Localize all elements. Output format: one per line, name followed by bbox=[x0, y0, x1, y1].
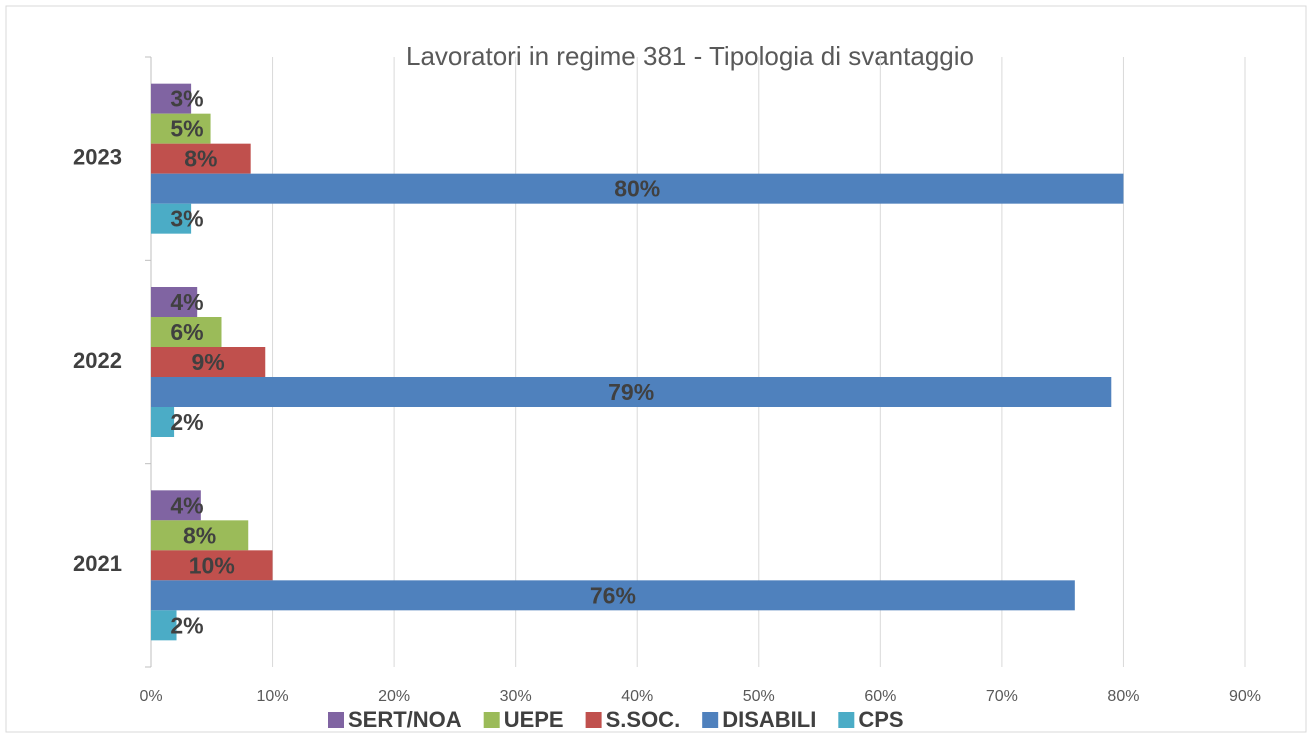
y-tick-label: 2023 bbox=[73, 144, 122, 169]
legend-swatch bbox=[838, 712, 855, 728]
x-tick-label: 30% bbox=[500, 688, 532, 705]
legend-label: DISABILI bbox=[722, 707, 816, 732]
data-label: 2% bbox=[170, 612, 203, 638]
data-label: 8% bbox=[184, 146, 217, 172]
legend-swatch bbox=[483, 712, 500, 728]
x-tick-label: 70% bbox=[986, 688, 1018, 705]
chart-title: Lavoratori in regime 381 - Tipologia di … bbox=[406, 41, 974, 71]
bar bbox=[151, 287, 198, 317]
data-label: 3% bbox=[170, 86, 203, 112]
data-label: 4% bbox=[170, 289, 203, 315]
bar bbox=[151, 83, 192, 114]
x-tick-label: 50% bbox=[743, 688, 775, 705]
y-tick-label: 2021 bbox=[73, 551, 122, 576]
bar bbox=[151, 203, 192, 234]
legend-swatch bbox=[702, 712, 719, 728]
legend-label: UEPE bbox=[504, 707, 564, 732]
x-tick-label: 10% bbox=[257, 688, 289, 705]
legend-swatch bbox=[328, 712, 344, 728]
bar bbox=[151, 377, 1112, 407]
bar bbox=[151, 520, 249, 551]
bar bbox=[151, 407, 175, 437]
bar bbox=[151, 113, 211, 144]
bar bbox=[151, 173, 1124, 204]
data-label: 3% bbox=[170, 206, 203, 232]
x-tick-label: 80% bbox=[1107, 688, 1139, 705]
y-tick-label: 2022 bbox=[73, 348, 122, 373]
data-label: 76% bbox=[590, 582, 636, 608]
data-label: 80% bbox=[614, 176, 660, 202]
legend-label: CPS bbox=[858, 707, 903, 732]
data-label: 8% bbox=[183, 522, 216, 548]
legend-label: S.SOC. bbox=[606, 707, 681, 732]
data-label: 79% bbox=[608, 379, 654, 405]
bar bbox=[151, 317, 222, 347]
data-label: 6% bbox=[170, 319, 203, 345]
x-tick-label: 20% bbox=[378, 688, 410, 705]
legend-label: SERT/NOA bbox=[348, 707, 462, 732]
data-label: 9% bbox=[192, 349, 225, 375]
x-tick-label: 40% bbox=[621, 688, 653, 705]
bar bbox=[151, 610, 177, 641]
bar bbox=[151, 490, 201, 521]
legend-swatch bbox=[585, 712, 602, 728]
data-label: 4% bbox=[170, 492, 203, 518]
bar bbox=[151, 347, 266, 377]
data-label: 2% bbox=[170, 409, 203, 435]
bar bbox=[151, 580, 1075, 611]
x-tick-label: 0% bbox=[139, 688, 162, 705]
data-label: 10% bbox=[189, 552, 235, 578]
bar bbox=[151, 143, 251, 174]
bar bbox=[151, 550, 273, 581]
x-tick-label: 60% bbox=[864, 688, 896, 705]
data-label: 5% bbox=[170, 116, 203, 142]
x-tick-label: 90% bbox=[1229, 688, 1261, 705]
